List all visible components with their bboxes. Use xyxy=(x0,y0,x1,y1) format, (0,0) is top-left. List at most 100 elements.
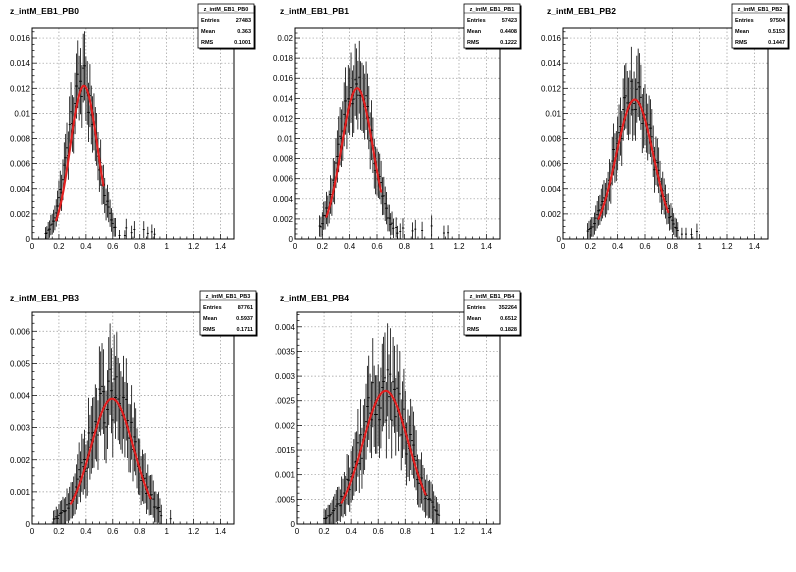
stats-value: 0.5937 xyxy=(236,316,253,322)
stats-value: 0.1447 xyxy=(768,40,785,46)
stats-label: RMS xyxy=(201,40,214,46)
y-tick-label: 0.004 xyxy=(10,185,31,194)
y-tick-label: 0 xyxy=(289,235,294,244)
y-tick-label: 0 xyxy=(26,520,31,529)
x-tick-label: 1.2 xyxy=(453,242,465,251)
x-tick-label: 1.2 xyxy=(188,242,200,251)
x-tick-label: 1.4 xyxy=(215,242,227,251)
stats-value: 0.6512 xyxy=(500,316,517,322)
stats-label: RMS xyxy=(467,327,480,333)
stats-label: RMS xyxy=(735,40,748,46)
x-tick-label: 0.6 xyxy=(639,242,651,251)
stats-value: 0.1711 xyxy=(236,327,253,333)
y-tick-label: 0.008 xyxy=(273,155,294,164)
stats-value: 97504 xyxy=(770,18,786,24)
x-tick-label: 0 xyxy=(561,242,566,251)
data-points xyxy=(586,46,698,239)
x-tick-label: 1 xyxy=(430,527,435,536)
stats-label: Entries xyxy=(735,18,754,24)
x-tick-label: 0 xyxy=(293,242,298,251)
stats-box: z_intM_EB1_PB1 Entries 57423 Mean 0.4408 RMS 0… xyxy=(463,3,522,50)
y-tick-label: 0.016 xyxy=(541,34,562,43)
y-tick-label: 0.016 xyxy=(273,74,294,83)
stats-box: z_intM_EB1_PB2 Entries 97504 Mean 0.5153 RMS 0… xyxy=(731,3,790,50)
stats-label: Entries xyxy=(203,305,222,311)
chart-title: z_intM_EB1_PB2 xyxy=(547,6,616,16)
stats-box: z_intM_EB1_PB4 Entries 352264 Mean 0.6512 RMS… xyxy=(463,290,522,337)
chart-panel-0: 0 0.2 0.4 0.6 0.8 1 1.2 1.4 0 0.002 0.004 0.006 0.00… xyxy=(10,3,256,251)
stats-label: Mean xyxy=(467,29,482,35)
y-tick-label: 0.006 xyxy=(10,327,31,336)
y-tick-label: 0.012 xyxy=(10,84,31,93)
stats-value: 352264 xyxy=(499,305,518,311)
y-tick-label: 0 xyxy=(26,235,31,244)
y-tick-label: 0.004 xyxy=(273,195,294,204)
x-tick-label: 0.8 xyxy=(399,242,411,251)
stats-label: Entries xyxy=(467,18,486,24)
stats-value: 0.1828 xyxy=(500,327,517,333)
y-tick-label: 0.004 xyxy=(275,323,296,332)
x-tick-label: 0.6 xyxy=(107,242,119,251)
x-tick-label: 1 xyxy=(697,242,702,251)
y-tick-label: 0.002 xyxy=(10,456,31,465)
fit-curve xyxy=(55,84,105,222)
fit-curve xyxy=(597,98,670,220)
y-tick-label: .0025 xyxy=(275,397,296,406)
x-tick-label: 0.8 xyxy=(134,242,146,251)
x-tick-label: 0.2 xyxy=(319,527,331,536)
y-tick-label: 0.01 xyxy=(545,109,561,118)
x-tick-label: 0.6 xyxy=(373,527,385,536)
chart-panel-1: 0 0.2 0.4 0.6 0.8 1 1.2 1.4 0 0.002 0.004 0.006 0.00… xyxy=(273,3,522,251)
y-tick-label: 0.014 xyxy=(541,59,562,68)
y-tick-label: 0.008 xyxy=(10,135,31,144)
stats-value: 0.5153 xyxy=(768,29,785,35)
y-tick-label: 0.012 xyxy=(273,114,294,123)
stats-name: z_intM_EB1_PB2 xyxy=(738,7,783,13)
chart-title: z_intM_EB1_PB0 xyxy=(10,6,79,16)
x-tick-label: 1 xyxy=(164,527,169,536)
stats-value: 0.4408 xyxy=(500,29,517,35)
chart-panel-4: 0 0.2 0.4 0.6 0.8 1 1.2 1.4 0 .0005 0.001 .0015 0.00… xyxy=(275,290,522,536)
stats-label: Entries xyxy=(201,18,220,24)
fit-curve xyxy=(325,87,383,218)
x-tick-label: 0 xyxy=(30,527,35,536)
x-tick-label: 1 xyxy=(429,242,434,251)
y-tick-label: 0.016 xyxy=(10,34,31,43)
stats-value: 0.1001 xyxy=(234,40,251,46)
stats-name: z_intM_EB1_PB4 xyxy=(470,294,516,300)
x-tick-label: 1.4 xyxy=(749,242,761,251)
y-tick-label: .0035 xyxy=(275,347,296,356)
y-tick-label: 0.014 xyxy=(10,59,31,68)
chart-panel-3: 0 0.2 0.4 0.6 0.8 1 1.2 1.4 0 0.001 0.002 0.003 0.00… xyxy=(10,290,258,536)
stats-label: Mean xyxy=(203,316,218,322)
stats-value: 0.1222 xyxy=(500,40,517,46)
stats-name: z_intM_EB1_PB3 xyxy=(206,294,251,300)
y-tick-label: 0.008 xyxy=(541,135,562,144)
stats-label: RMS xyxy=(203,327,216,333)
x-tick-label: 0 xyxy=(30,242,35,251)
chart-title: z_intM_EB1_PB4 xyxy=(280,293,349,303)
x-tick-label: 0.8 xyxy=(667,242,679,251)
y-tick-label: 0.004 xyxy=(541,185,562,194)
y-tick-label: 0.005 xyxy=(10,359,31,368)
y-tick-label: 0.012 xyxy=(541,84,562,93)
stats-label: Mean xyxy=(201,29,216,35)
x-tick-label: 1.4 xyxy=(481,242,493,251)
x-tick-label: 0.2 xyxy=(53,242,65,251)
y-tick-label: 0 xyxy=(557,235,562,244)
x-tick-label: 1.4 xyxy=(215,527,227,536)
y-tick-label: 0.002 xyxy=(541,210,562,219)
x-tick-label: 0.4 xyxy=(80,527,92,536)
fit-curve xyxy=(340,389,427,504)
y-tick-label: 0.01 xyxy=(14,109,30,118)
fit-curve xyxy=(69,397,152,505)
x-tick-label: 1 xyxy=(164,242,169,251)
x-tick-label: 0.8 xyxy=(400,527,412,536)
stats-name: z_intM_EB1_PB0 xyxy=(204,7,249,13)
x-tick-label: 0.2 xyxy=(317,242,329,251)
y-tick-label: 0.01 xyxy=(277,135,293,144)
y-tick-label: 0.006 xyxy=(10,160,31,169)
x-tick-label: 1.2 xyxy=(454,527,466,536)
x-tick-label: 0.8 xyxy=(134,527,146,536)
y-tick-label: 0.003 xyxy=(275,372,296,381)
